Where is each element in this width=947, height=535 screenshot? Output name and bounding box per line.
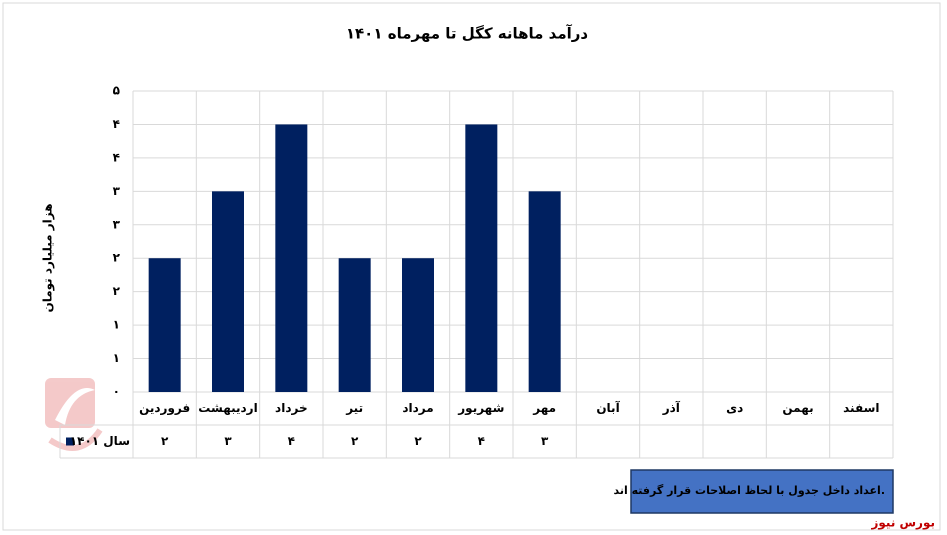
x-tick-label: مهر — [532, 401, 556, 415]
x-tick-label: مرداد — [402, 401, 433, 415]
x-tick-label: آبان — [596, 400, 620, 415]
y-tick-label: ۰ — [113, 385, 120, 399]
bar — [212, 191, 244, 392]
legend-swatch — [66, 437, 74, 446]
x-tick-label: فروردین — [139, 401, 190, 416]
watermark-logo — [45, 378, 103, 451]
bar — [275, 124, 308, 392]
x-tick-label: آذر — [662, 400, 681, 415]
x-tick-label: اردیبهشت — [198, 401, 257, 415]
x-tick-label: اسفند — [843, 401, 879, 415]
bar — [528, 191, 561, 392]
y-tick-label: ۳ — [113, 217, 121, 231]
x-tick-label: تیر — [345, 401, 363, 415]
table-value: ۴ — [478, 434, 485, 448]
y-tick-label: ۲ — [113, 251, 121, 265]
x-tick-label: شهریور — [457, 401, 504, 416]
note: اعداد داخل جدول با لحاظ اصلاحات قرار گرف… — [614, 484, 885, 497]
table-value: ۲ — [351, 434, 359, 448]
x-tick-label: خرداد — [275, 401, 308, 415]
bar — [402, 258, 434, 392]
note-box — [630, 469, 894, 514]
bar — [465, 124, 498, 392]
y-tick-label: ۲ — [113, 284, 121, 298]
y-tick-label: ۱ — [113, 318, 120, 332]
bar — [338, 258, 371, 392]
y-tick-label: ۵ — [113, 84, 120, 98]
table-value: ۴ — [288, 434, 295, 448]
y-tick-label: ۳ — [113, 184, 121, 198]
table-value: ۲ — [414, 434, 422, 448]
table-value: ۳ — [541, 434, 549, 448]
table-value: ۳ — [224, 434, 232, 448]
y-tick-label: ۱ — [113, 351, 120, 365]
chart-title: درآمد ماهانه کگل تا مهرماه ۱۴۰۱ — [346, 25, 589, 43]
y-axis-label: هزار میلیارد تومان — [41, 203, 56, 312]
y-tick-label: ۴ — [113, 117, 120, 131]
table-value: ۲ — [161, 434, 169, 448]
y-tick-label: ۴ — [113, 150, 120, 164]
legend-label: سال ۱۴۰۱ — [70, 434, 130, 448]
x-tick-label: دی — [726, 401, 743, 415]
source: بورس نیوز — [870, 516, 935, 531]
bar — [148, 258, 181, 392]
x-tick-label: بهمن — [782, 401, 813, 415]
